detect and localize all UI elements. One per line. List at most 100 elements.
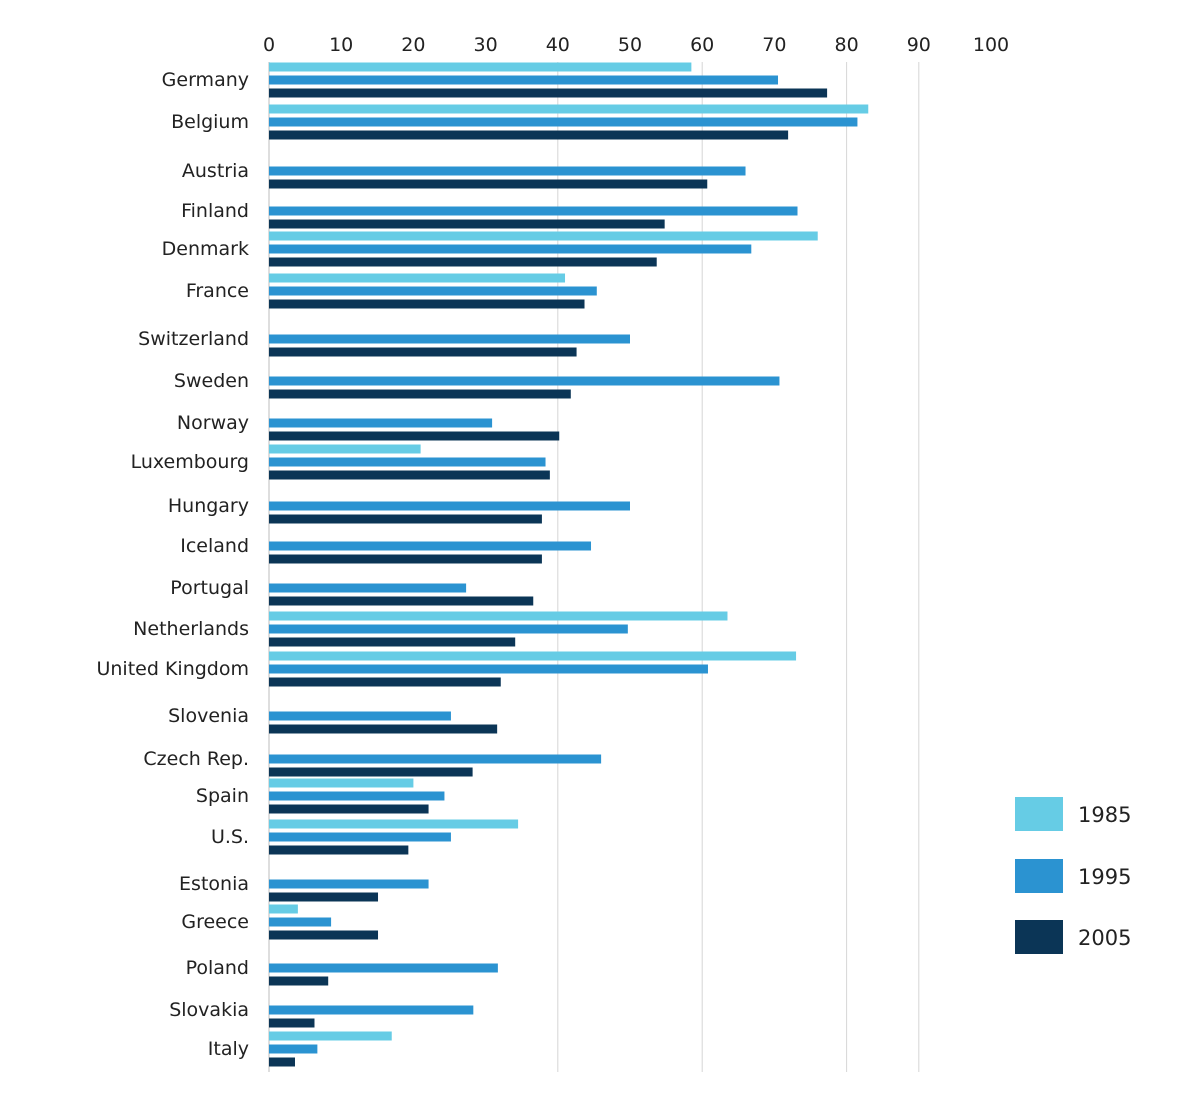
bar-1995: [269, 791, 445, 801]
category-label: Sweden: [174, 370, 249, 392]
category-label: Switzerland: [138, 328, 249, 350]
bar-1995: [269, 501, 630, 511]
legend-swatch-2005: [1015, 920, 1063, 954]
category-label: Portugal: [170, 577, 249, 599]
category-label: Netherlands: [133, 618, 249, 640]
category-label: France: [186, 280, 249, 302]
bar-2005: [269, 845, 409, 855]
bar-2005: [269, 804, 429, 814]
bar-1985: [269, 651, 797, 661]
category-label: Finland: [181, 200, 249, 222]
bar-1995: [269, 879, 429, 889]
bar-2005: [269, 389, 571, 399]
bar-2005: [269, 976, 329, 986]
gridlines: [268, 62, 920, 1072]
bar-1985: [269, 904, 298, 914]
bar-1995: [269, 1044, 318, 1054]
x-tick-30: 30: [474, 34, 498, 56]
bar-1995: [269, 206, 798, 216]
x-tick-90: 90: [907, 34, 931, 56]
bar-1995: [269, 117, 858, 127]
bar-1985: [269, 231, 818, 241]
legend-swatch-1995: [1015, 859, 1063, 893]
legend-label-1985: 1985: [1078, 803, 1131, 827]
category-label: Iceland: [180, 535, 249, 557]
bar-1995: [269, 754, 602, 764]
x-tick-20: 20: [401, 34, 425, 56]
bar-1995: [269, 166, 746, 176]
bar-1995: [269, 418, 493, 428]
x-tick-0: 0: [263, 34, 275, 56]
bars: [269, 62, 869, 1067]
x-tick-60: 60: [690, 34, 714, 56]
bar-2005: [269, 892, 379, 902]
x-tick-40: 40: [546, 34, 570, 56]
bar-1995: [269, 457, 546, 467]
category-label: U.S.: [211, 826, 249, 848]
x-tick-70: 70: [762, 34, 786, 56]
bar-1995: [269, 917, 332, 927]
category-label: Slovenia: [168, 705, 249, 727]
category-label: Denmark: [162, 238, 249, 260]
category-label: United Kingdom: [96, 658, 249, 680]
x-tick-50: 50: [618, 34, 642, 56]
x-tick-10: 10: [329, 34, 353, 56]
bar-1995: [269, 1005, 474, 1015]
bar-1995: [269, 624, 628, 634]
bar-2005: [269, 514, 542, 524]
bar-1985: [269, 819, 519, 829]
bar-1995: [269, 832, 451, 842]
bar-1995: [269, 963, 498, 973]
category-label: Slovakia: [169, 999, 249, 1021]
x-tick-labels: 0 10 20 30 40 50 60 70 80 90 100: [263, 34, 1009, 56]
bar-1995: [269, 286, 597, 296]
category-label: Czech Rep.: [143, 748, 249, 770]
x-tick-100: 100: [973, 34, 1009, 56]
bar-2005: [269, 299, 585, 309]
bar-1985: [269, 444, 421, 454]
x-tick-80: 80: [835, 34, 859, 56]
bar-2005: [269, 596, 534, 606]
bar-2005: [269, 677, 501, 687]
bar-1995: [269, 376, 780, 386]
bar-2005: [269, 257, 657, 267]
bar-1985: [269, 1031, 392, 1041]
legend-label-2005: 2005: [1078, 926, 1131, 950]
bar-2005: [269, 219, 665, 229]
bar-1995: [269, 583, 467, 593]
bar-1985: [269, 778, 414, 788]
category-label: Spain: [196, 785, 249, 807]
bar-2005: [269, 724, 498, 734]
category-label: Germany: [162, 69, 249, 91]
bar-1995: [269, 244, 752, 254]
bar-2005: [269, 930, 379, 940]
bar-2005: [269, 637, 516, 647]
bar-2005: [269, 347, 577, 357]
category-labels: Germany Belgium Austria Finland Denmark Franc…: [96, 69, 249, 1060]
bar-2005: [269, 130, 789, 140]
bar-2005: [269, 179, 708, 189]
bar-1985: [269, 273, 566, 283]
category-label: Greece: [181, 911, 249, 933]
category-label: Estonia: [179, 873, 249, 895]
bar-1995: [269, 75, 779, 85]
bar-2005: [269, 767, 473, 777]
bar-1995: [269, 334, 630, 344]
legend-swatch-1985: [1015, 797, 1063, 831]
bar-2005: [269, 88, 828, 98]
bar-1995: [269, 664, 708, 674]
category-label: Luxembourg: [131, 451, 249, 473]
bar-1995: [269, 541, 592, 551]
bar-2005: [269, 470, 550, 480]
bar-2005: [269, 431, 560, 441]
category-label: Italy: [208, 1038, 249, 1060]
category-label: Poland: [186, 957, 249, 979]
bar-1985: [269, 611, 728, 621]
bar-2005: [269, 1018, 315, 1028]
legend-label-1995: 1995: [1078, 865, 1131, 889]
category-label: Belgium: [171, 111, 249, 133]
category-label: Norway: [177, 412, 249, 434]
bar-1985: [269, 62, 692, 72]
bar-1995: [269, 711, 451, 721]
